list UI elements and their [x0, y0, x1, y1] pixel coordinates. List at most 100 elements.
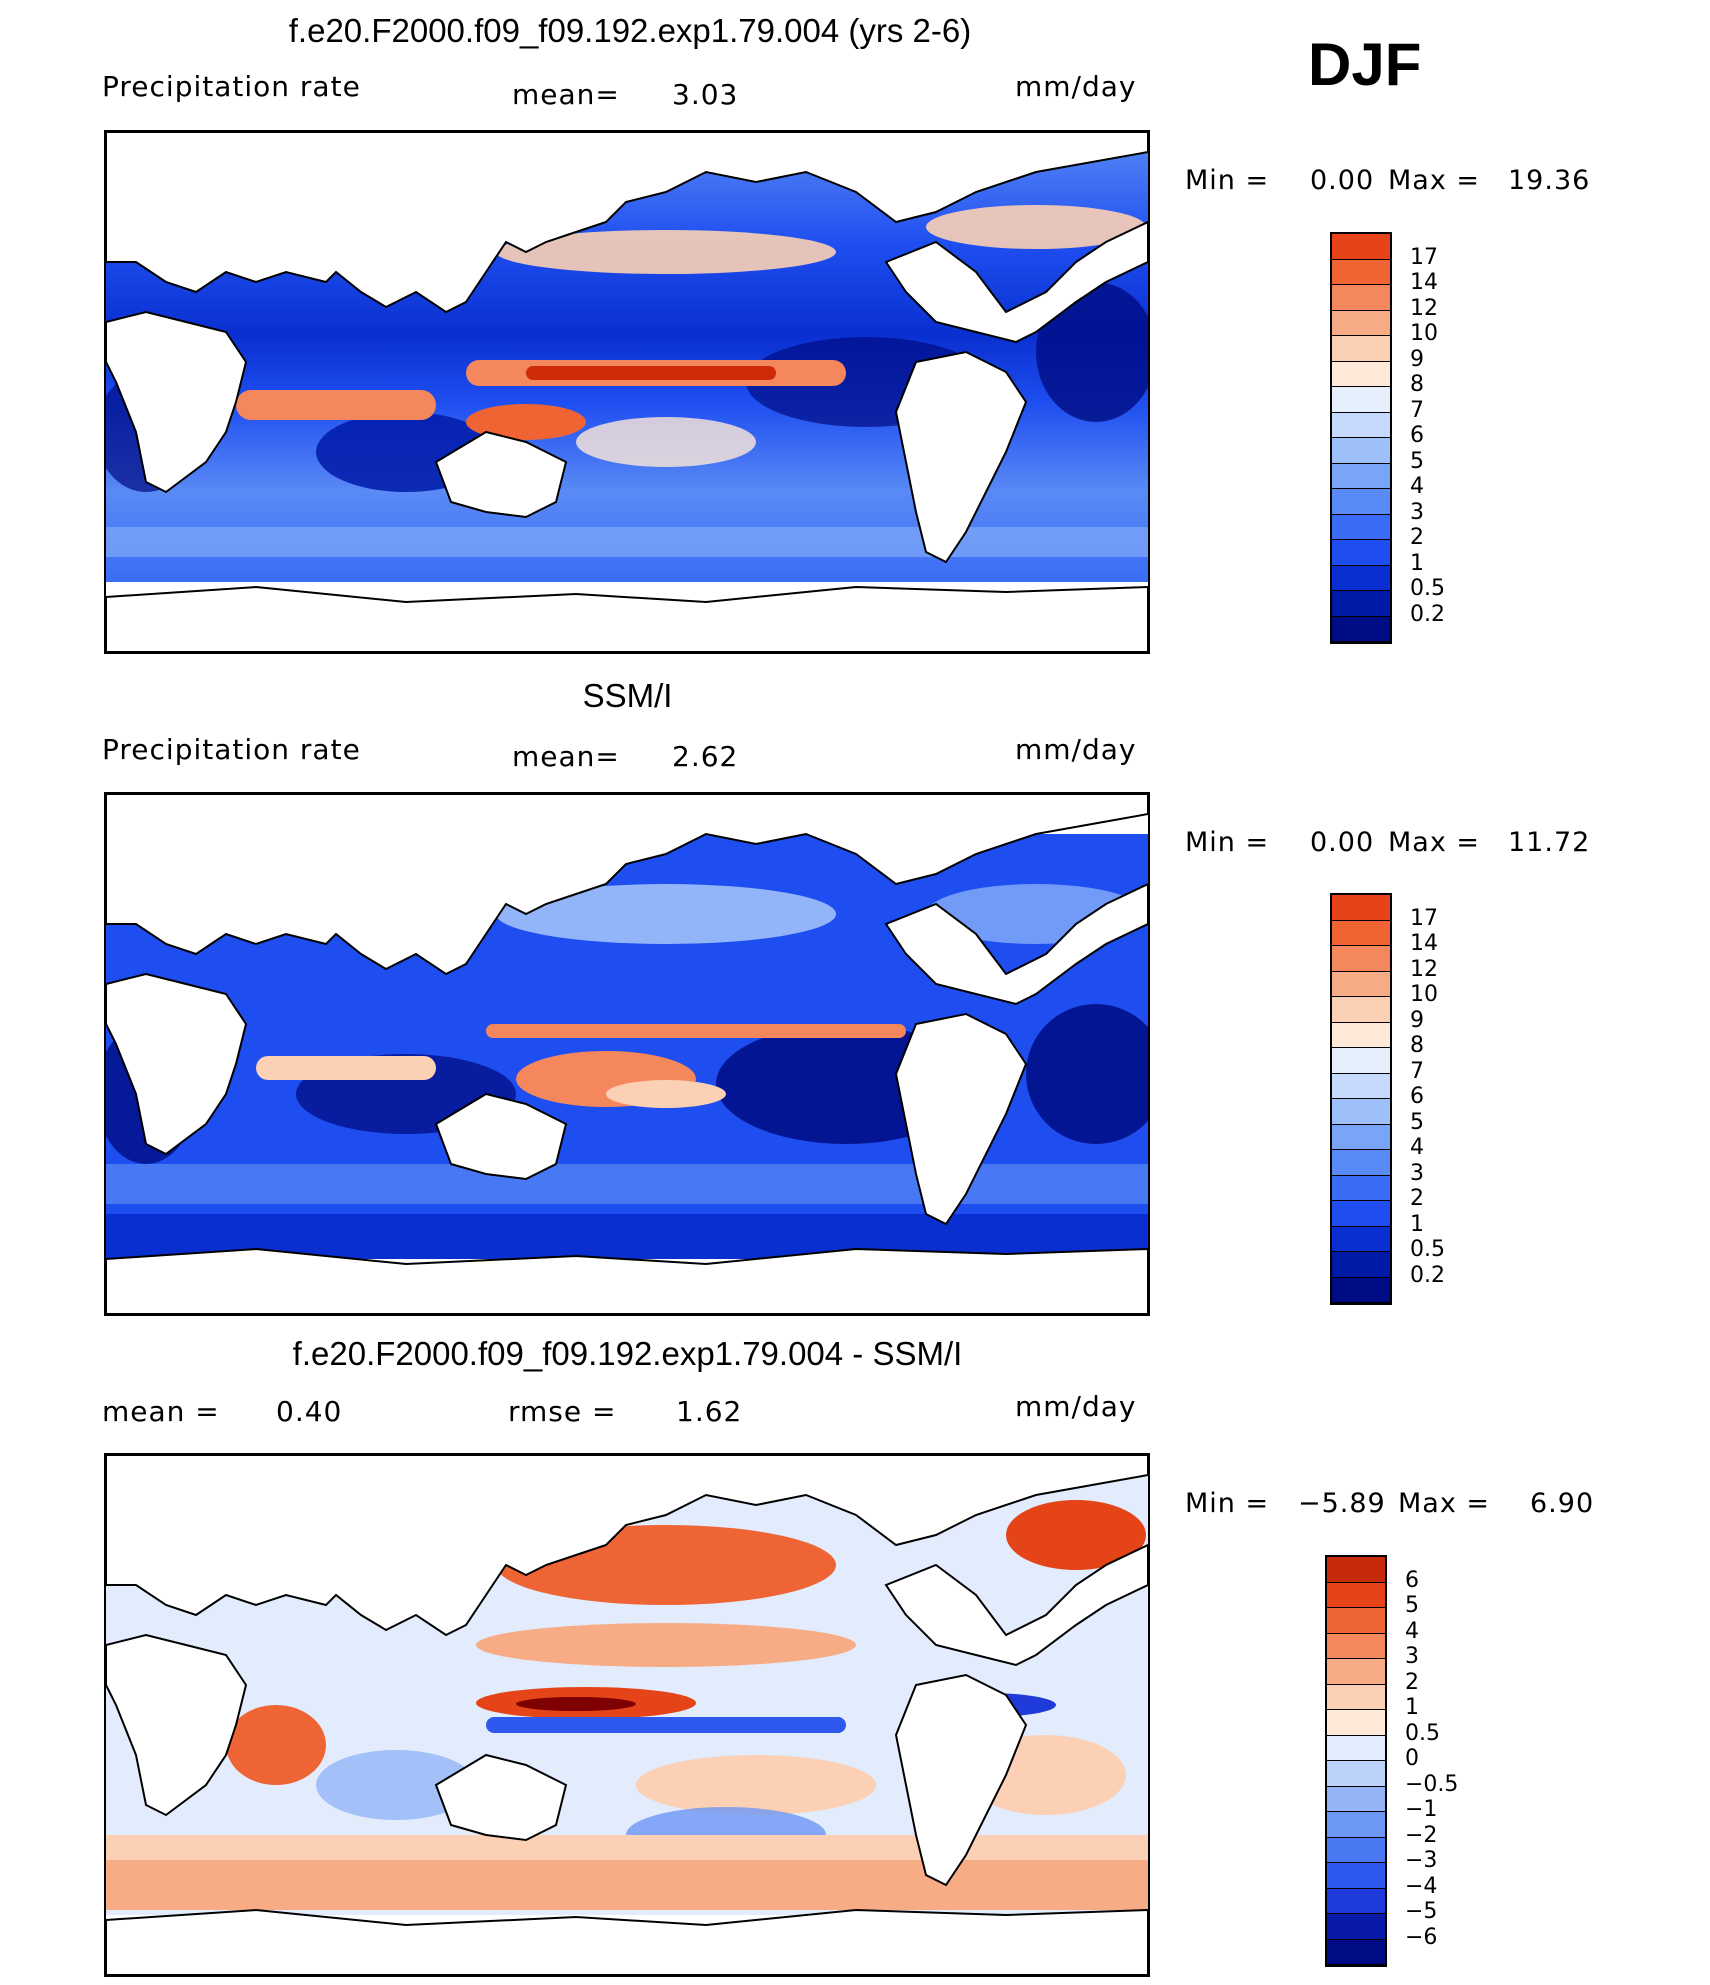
- panel1-min-label: Min =: [1185, 165, 1270, 196]
- season-label: DJF: [1308, 31, 1422, 98]
- colorbar-swatch: [1332, 1099, 1390, 1125]
- panel1-map: [104, 130, 1150, 654]
- panel3-min-label: Min =: [1185, 1488, 1270, 1519]
- colorbar-swatch: [1327, 1557, 1385, 1583]
- colorbar-tick-label: 12: [1410, 295, 1438, 321]
- colorbar-tick-label: 2: [1410, 525, 1424, 550]
- colorbar-swatch: [1327, 1812, 1385, 1838]
- panel2-min-value: 0.00: [1310, 827, 1375, 858]
- colorbar-tick-label: 12: [1410, 956, 1438, 982]
- colorbar-tick-label: −1: [1405, 1797, 1438, 1822]
- colorbar-swatch: [1332, 1226, 1390, 1252]
- panel1-max-label: Max =: [1388, 165, 1481, 196]
- colorbar-swatch: [1332, 1022, 1390, 1048]
- colorbar-swatch: [1332, 946, 1390, 972]
- panel1-mean-value: 3.03: [672, 78, 739, 111]
- colorbar-swatch: [1327, 1608, 1385, 1634]
- colorbar-tick-label: 0.5: [1410, 576, 1445, 601]
- colorbar-swatch: [1327, 1786, 1385, 1812]
- panel1-colorbar: [1330, 232, 1392, 644]
- panel1-units: mm/day: [1015, 70, 1137, 103]
- colorbar-swatch: [1327, 1888, 1385, 1914]
- colorbar-tick-label: 3: [1410, 499, 1424, 525]
- panel1-min-value: 0.00: [1310, 165, 1375, 196]
- panel3-map-svg: [106, 1455, 1148, 1975]
- colorbar-tick-label: 17: [1410, 905, 1438, 931]
- colorbar-tick-label: 14: [1410, 931, 1438, 956]
- colorbar-swatch: [1332, 259, 1390, 285]
- panel1-mean-label: mean=: [512, 78, 620, 111]
- colorbar-tick-label: 0.5: [1405, 1720, 1440, 1746]
- colorbar-tick-label: 0.2: [1410, 1262, 1445, 1288]
- panel2-title: SSM/I: [582, 677, 673, 714]
- colorbar-tick-label: 9: [1410, 346, 1424, 372]
- colorbar-tick-label: 6: [1405, 1567, 1419, 1593]
- panel1-title: f.e20.F2000.f09_f09.192.exp1.79.004 (yrs…: [288, 12, 972, 49]
- colorbar-swatch: [1332, 336, 1390, 362]
- panel3-mean-value: 0.40: [276, 1395, 343, 1428]
- colorbar-tick-label: 1: [1405, 1695, 1419, 1720]
- colorbar-tick-label: −6: [1405, 1924, 1438, 1950]
- colorbar-tick-label: 17: [1410, 244, 1438, 270]
- colorbar-tick-label: 4: [1410, 1135, 1424, 1160]
- colorbar-swatch: [1327, 1735, 1385, 1761]
- colorbar-swatch: [1332, 920, 1390, 946]
- panel3-rmse-label: rmse =: [508, 1395, 617, 1428]
- colorbar-tick-label: 2: [1410, 1186, 1424, 1211]
- colorbar-tick-label: 0.2: [1410, 601, 1445, 627]
- colorbar-tick-label: 5: [1405, 1593, 1419, 1618]
- colorbar-tick-label: 1: [1410, 1211, 1424, 1237]
- colorbar-swatch: [1332, 463, 1390, 489]
- colorbar-swatch: [1332, 616, 1390, 642]
- colorbar-swatch: [1332, 489, 1390, 515]
- colorbar-swatch: [1332, 387, 1390, 413]
- colorbar-swatch: [1332, 971, 1390, 997]
- panel3-units: mm/day: [1015, 1390, 1137, 1423]
- colorbar-swatch: [1332, 1252, 1390, 1278]
- colorbar-tick-label: −0.5: [1405, 1771, 1459, 1797]
- panel2-mean-value: 2.62: [672, 740, 739, 773]
- colorbar-tick-label: 6: [1410, 1084, 1424, 1109]
- panel2-max-label: Max =: [1388, 827, 1481, 858]
- colorbar-swatch: [1332, 234, 1390, 260]
- colorbar-swatch: [1332, 1048, 1390, 1074]
- colorbar-swatch: [1327, 1914, 1385, 1940]
- colorbar-swatch: [1332, 1175, 1390, 1201]
- colorbar-tick-label: −4: [1405, 1873, 1438, 1899]
- panel2-max-value: 11.72: [1508, 827, 1591, 858]
- colorbar-swatch: [1332, 310, 1390, 336]
- colorbar-tick-label: 8: [1410, 1033, 1424, 1058]
- panel2-mean-label: mean=: [512, 740, 620, 773]
- colorbar-tick-label: 8: [1410, 372, 1424, 397]
- panel3-mean-label: mean =: [102, 1395, 220, 1428]
- panel2-min-label: Min =: [1185, 827, 1270, 858]
- colorbar-tick-label: 14: [1410, 270, 1438, 295]
- colorbar-swatch: [1332, 591, 1390, 617]
- panel2-colorbar: [1330, 893, 1392, 1305]
- colorbar-swatch: [1332, 361, 1390, 387]
- panel3-colorbar: [1325, 1555, 1387, 1967]
- colorbar-tick-label: 10: [1410, 321, 1438, 346]
- colorbar-swatch: [1332, 1150, 1390, 1176]
- panel3-title: f.e20.F2000.f09_f09.192.exp1.79.004 - SS…: [292, 1335, 963, 1372]
- colorbar-tick-label: −2: [1405, 1822, 1438, 1848]
- colorbar-tick-label: 0: [1405, 1746, 1419, 1771]
- colorbar-tick-label: 9: [1410, 1007, 1424, 1033]
- colorbar-swatch: [1332, 514, 1390, 540]
- panel3-map: [104, 1453, 1150, 1977]
- colorbar-swatch: [1332, 285, 1390, 311]
- colorbar-tick-label: 7: [1410, 397, 1424, 423]
- colorbar-tick-label: 10: [1410, 982, 1438, 1007]
- colorbar-tick-label: 0.5: [1410, 1237, 1445, 1262]
- panel2-variable-label: Precipitation rate: [102, 733, 361, 766]
- colorbar-swatch: [1327, 1863, 1385, 1889]
- colorbar-tick-label: 5: [1410, 1109, 1424, 1135]
- panel3-max-label: Max =: [1398, 1488, 1491, 1519]
- colorbar-swatch: [1327, 1633, 1385, 1659]
- colorbar-swatch: [1332, 565, 1390, 591]
- colorbar-swatch: [1332, 1277, 1390, 1303]
- colorbar-swatch: [1327, 1837, 1385, 1863]
- colorbar-swatch: [1332, 1073, 1390, 1099]
- colorbar-tick-label: 3: [1410, 1160, 1424, 1186]
- colorbar-tick-label: 2: [1405, 1669, 1419, 1695]
